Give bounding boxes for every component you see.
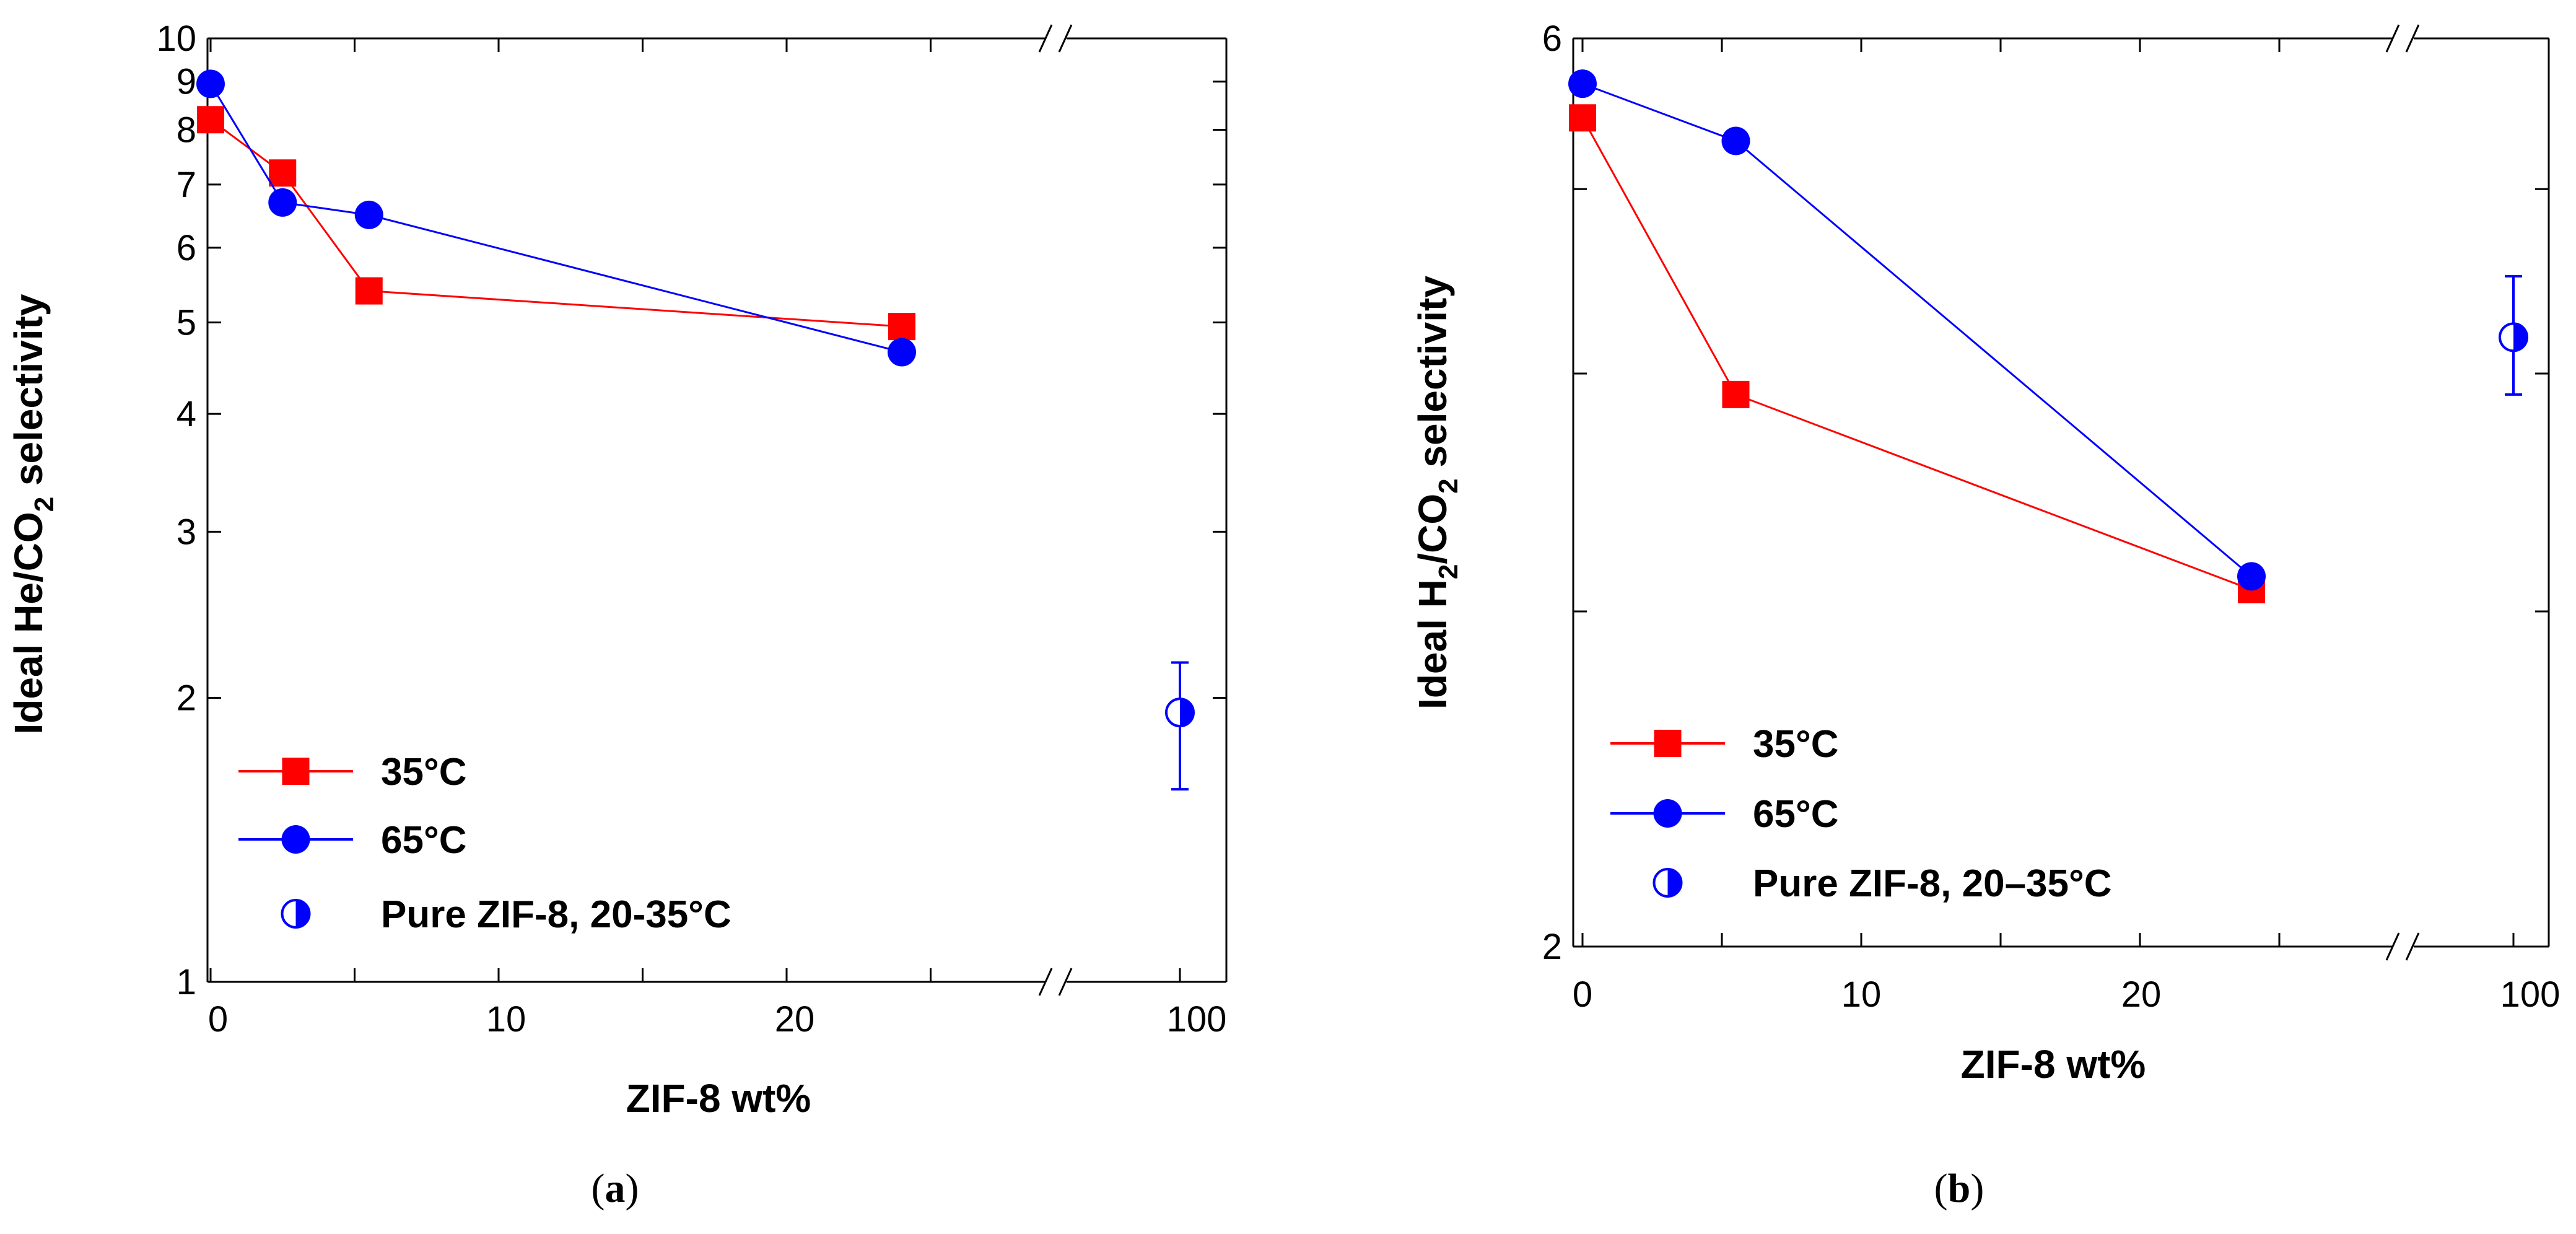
panel-a-series-line-1 [209,83,902,353]
panel-a-data-point-65c [354,200,383,229]
panel-b-series-line-1 [1582,82,2252,577]
panel-b-x-axis-label: ZIF-8 wt% [1961,1042,2146,1087]
panel-a-y-tick-label: 10 [156,19,196,59]
panel-b-x-tick-label: 10 [1841,974,1882,1015]
panel-b-data-point-pure-zif8-fill [2513,323,2527,351]
panel-a-axis-break-top [1038,24,1073,53]
panel-b-legend-marker-35c [1654,730,1682,757]
panel-a-y-tick-label: 3 [177,512,196,552]
panel-a-data-point-65c [888,338,916,367]
panel-b-y-tick-label: 6 [1542,19,1562,59]
panel-b-axis-break-bottom [2385,932,2420,961]
panel-a-caption: (a) [592,1166,639,1211]
panel-a-y-tick-label: 5 [177,302,196,343]
panel-b-legend-label: 65°C [1753,793,1839,836]
panel-a-y-tick-label: 4 [177,394,196,434]
panel-a-legend-marker-pure-zif8-fill [295,900,310,927]
panel-a-legend-label: Pure ZIF-8, 20-35°C [381,893,731,936]
panel-b-y-axis-label: Ideal H2/CO2 selectivity [1410,276,1464,709]
panel-b-data-point-35c [1722,380,1750,408]
panel-a-x-tick-label: 0 [208,999,228,1039]
panel-b-caption: (b) [1934,1166,1984,1211]
panel-b-x-tick-label: 100 [2500,974,2561,1015]
panel-b-data-point-65c [2237,562,2266,591]
panel-b-legend-marker-pure-zif8-fill [1667,869,1682,896]
panel-a-data-point-35c [197,106,224,134]
panel-b-data-point-65c [1721,126,1750,155]
panel-b-x-tick-label: 20 [2121,974,2162,1015]
panel-a-legend-marker-65c [281,825,310,854]
panel-a-data-point-65c [268,188,297,217]
panel-a-y-tick-label: 6 [177,228,196,268]
panel-a-x-tick-label: 20 [775,999,815,1039]
panel-a-data-point-35c [888,313,915,341]
panel-a-data-point-65c [196,69,225,98]
panel-a-data-point-pure-zif8-fill [1180,699,1194,727]
panel-a-series-line-0 [210,119,902,328]
panel-a-y-tick-label: 8 [177,110,196,151]
panel-a-y-tick-label: 9 [177,62,196,102]
panel-a-y-axis-label: Ideal He/CO2 selectivity [6,294,59,734]
panel-b-legend-label: Pure ZIF-8, 20–35°C [1753,862,2112,905]
panel-a-legend-label: 65°C [381,819,467,862]
panel-b-legend-marker-65c [1653,799,1682,828]
panel-b-y-tick-label: 2 [1542,927,1562,967]
panel-a-x-axis-label: ZIF-8 wt% [626,1076,811,1121]
panel-a-legend-label: 35°C [381,751,467,794]
panel-a-data-point-35c [269,159,297,187]
panel-b-legend-label: 35°C [1753,723,1839,766]
panel-a-x-tick-label: 10 [486,999,526,1039]
panel-a-data-point-35c [355,277,383,305]
panel-b-axis-break-top [2385,24,2420,53]
panel-a-axis-break-bottom [1038,968,1073,996]
panel-a-y-tick-label: 1 [177,962,196,1002]
panel-b-data-point-65c [1568,69,1597,98]
panel-b-data-point-35c [1569,104,1596,132]
panel-b-x-tick-label: 0 [1573,974,1592,1015]
panel-a-x-tick-label: 100 [1167,999,1227,1039]
panel-a-legend-marker-35c [282,758,310,785]
panel-b-series-line-0 [1581,117,2252,591]
panel-a-y-tick-label: 7 [177,165,196,205]
panel-a-y-tick-label: 2 [177,678,196,719]
